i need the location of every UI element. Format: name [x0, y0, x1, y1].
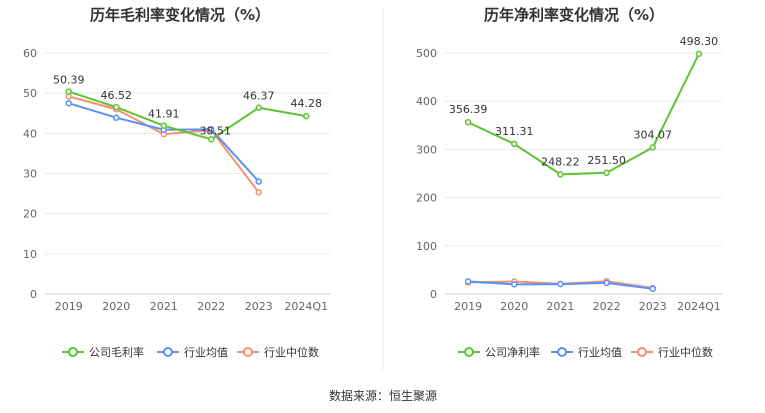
net-margin-series-0-data-label: 248.22	[541, 155, 580, 168]
net-margin-series-0-point	[557, 171, 564, 178]
net-margin-legend-label: 行业均值	[578, 346, 622, 359]
net-margin-series-1-point	[603, 279, 610, 287]
gross-margin-y-tick-label: 40	[23, 127, 37, 140]
net-margin-legend-swatch-marker	[464, 347, 474, 357]
gross-margin-series-0-point	[303, 112, 310, 120]
net-margin-series-0-data-label: 498.30	[680, 35, 719, 48]
net-margin-series-0-line	[467, 53, 700, 176]
gross-margin-series-1-point	[208, 126, 215, 133]
gross-margin-series-0-point	[113, 103, 120, 111]
gross-margin-x-tick-label: 2021	[150, 300, 178, 313]
gross-margin-y-tick-label: 0	[30, 288, 37, 301]
gross-margin-series-0-data-label: 38.51	[200, 124, 232, 137]
gross-margin-series-0-data-label: 46.37	[243, 90, 275, 103]
gross-margin-series-0-data-label: 44.28	[291, 97, 323, 110]
gross-margin-series-0-point	[208, 136, 215, 143]
gross-margin-legend-item-1[interactable]: 行业均值	[157, 346, 228, 359]
gross-margin-x-tick-label: 2023	[245, 300, 273, 313]
net-margin-x-tick-label: 2024Q1	[677, 300, 721, 313]
gross-margin-legend-swatch-marker	[243, 347, 253, 357]
net-margin-legend-label: 公司净利率	[485, 345, 540, 359]
net-margin-series-0-point	[695, 50, 703, 58]
gross-margin-legend-label: 行业中位数	[264, 345, 319, 359]
net-margin-legend-swatch-marker	[557, 347, 567, 357]
net-margin-x-tick-label: 2022	[593, 300, 621, 313]
gross-margin-x-tick-label: 2020	[102, 300, 130, 313]
gross-margin-legend-item-0[interactable]: 公司毛利率	[62, 345, 144, 359]
net-margin-series-1-point	[511, 281, 518, 288]
net-margin-y-tick-label: 200	[416, 192, 437, 205]
gross-margin-y-tick-label: 10	[23, 248, 37, 261]
net-margin-series-0-data-label: 304.07	[634, 128, 673, 141]
gross-margin-series-0-data-label: 46.52	[101, 89, 133, 102]
net-margin-series-0-point	[649, 144, 656, 151]
net-margin-legend-label: 行业中位数	[658, 345, 713, 359]
net-margin-chart: 历年净利率变化情况（%） 0 100 200 300 400 500 2019 2020 202…	[416, 6, 722, 359]
gross-margin-legend-swatch-marker	[163, 347, 173, 357]
gross-margin-series-1-point	[255, 178, 262, 185]
gross-margin-series-0-data-label: 50.39	[53, 74, 85, 87]
gross-margin-series-1-point	[113, 114, 120, 121]
net-margin-chart-title: 历年净利率变化情况（%）	[484, 6, 664, 24]
net-margin-legend-swatch-marker	[637, 347, 647, 357]
gross-margin-series-0-point	[160, 122, 167, 129]
gross-margin-x-tick-label: 2019	[55, 300, 83, 313]
net-margin-x-tick-label: 2023	[639, 300, 667, 313]
net-margin-series-0-data-label: 251.50	[587, 154, 626, 167]
gross-margin-series-2-point	[255, 189, 262, 196]
net-margin-legend-item-0[interactable]: 公司净利率	[458, 345, 540, 359]
net-margin-series-1-point	[649, 285, 656, 292]
gross-margin-y-tick-label: 30	[23, 168, 37, 181]
gross-margin-chart-title: 历年毛利率变化情况（%）	[90, 6, 270, 24]
gross-margin-series-0-data-label: 41.91	[148, 108, 180, 121]
gross-margin-chart: 历年毛利率变化情况（%） 0 10 20 30 40 50 60 2019 2020 2021 20…	[23, 6, 330, 359]
gross-margin-series-1-point	[65, 99, 72, 107]
net-margin-y-tick-label: 100	[416, 240, 437, 253]
gross-margin-y-tick-label: 20	[23, 208, 37, 221]
net-margin-series-0-data-label: 356.39	[449, 103, 488, 116]
gross-margin-y-tick-label: 50	[23, 87, 37, 100]
gross-margin-legend-item-2[interactable]: 行业中位数	[237, 345, 319, 359]
net-margin-series-0-point	[511, 140, 518, 148]
net-margin-legend-item-1[interactable]: 行业均值	[551, 346, 622, 359]
net-margin-x-tick-label: 2019	[454, 300, 482, 313]
net-margin-series-0-point	[603, 169, 610, 177]
gross-margin-series-0-line	[68, 90, 307, 141]
gross-margin-series-0-point	[65, 88, 72, 95]
gross-margin-legend-swatch-marker	[68, 347, 78, 357]
net-margin-x-tick-label: 2020	[500, 300, 528, 313]
net-margin-series-0-point	[464, 118, 472, 126]
gross-margin-legend-label: 公司毛利率	[89, 345, 144, 359]
net-margin-series-1-point	[464, 278, 472, 285]
gross-margin-series-0-point	[255, 104, 262, 111]
net-margin-series-1-point	[557, 280, 564, 288]
net-margin-y-tick-label: 300	[416, 143, 437, 156]
net-margin-x-tick-label: 2021	[546, 300, 574, 313]
data-source-note: 数据来源：恒生聚源	[329, 388, 437, 403]
gross-margin-y-tick-label: 60	[23, 47, 37, 60]
net-margin-legend-item-2[interactable]: 行业中位数	[631, 345, 713, 359]
gross-margin-x-tick-label: 2022	[197, 300, 225, 313]
net-margin-y-tick-label: 400	[416, 95, 437, 108]
net-margin-y-tick-label: 0	[430, 288, 437, 301]
gross-margin-x-tick-label: 2024Q1	[284, 300, 328, 313]
net-margin-series-0-data-label: 311.31	[495, 125, 534, 138]
net-margin-y-tick-label: 500	[416, 47, 437, 60]
gross-margin-legend-label: 行业均值	[184, 346, 228, 359]
